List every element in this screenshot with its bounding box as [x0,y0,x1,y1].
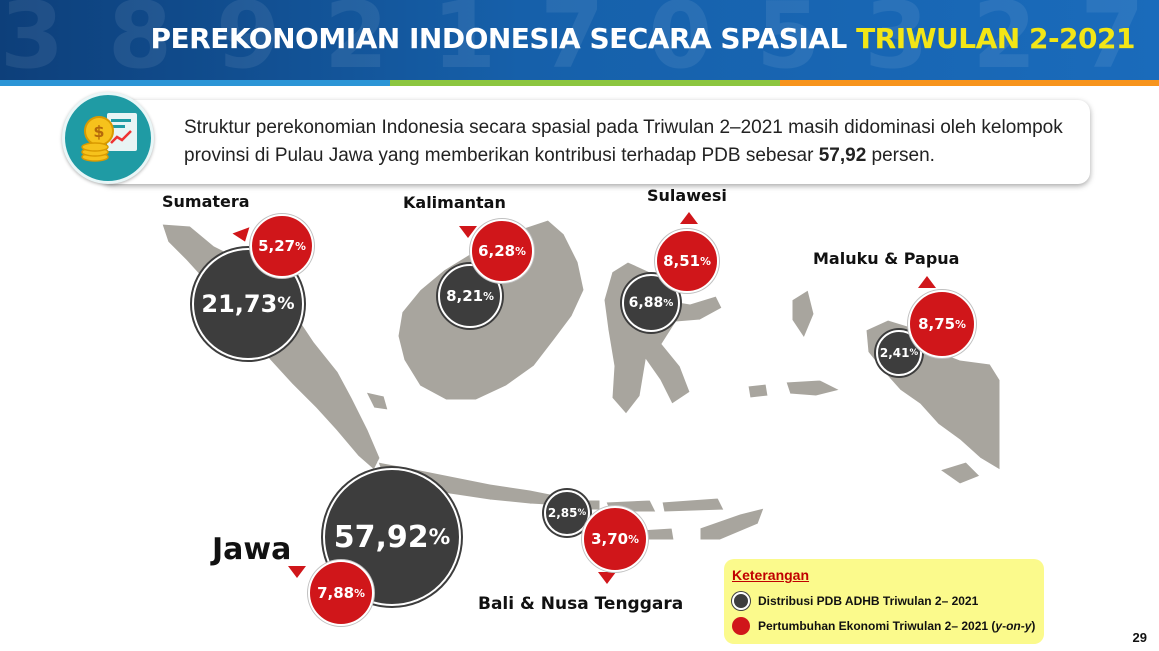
region-label-bali-nusa-tenggara: Bali & Nusa Tenggara [478,594,684,614]
region-label-sulawesi: Sulawesi [647,186,727,205]
region-label-sumatera: Sumatera [162,192,250,211]
page-number: 29 [1132,630,1147,645]
growth-bubble-sulawesi: 8,51% [655,229,719,293]
intro-box: Struktur perekonomian Indonesia secara s… [100,100,1090,184]
map-papua-south [938,461,981,485]
growth-bubble-maluku-papua: 8,75% [908,290,976,358]
header-stripe-green [390,80,780,86]
pointer-jawa [288,566,306,578]
map-buru [747,383,769,399]
legend-item-distribution: Distribusi PDB ADHB Triwulan 2– 2021 [732,592,978,610]
intro-text: Struktur perekonomian Indonesia secara s… [184,117,1063,166]
page-title: PEREKONOMIAN INDONESIA SECARA SPASIAL TR… [150,22,1136,55]
region-label-kalimantan: Kalimantan [403,193,506,212]
dark-dot-icon [732,592,750,610]
pointer-bali-nusa [598,572,616,584]
legend-item-growth: Pertumbuhan Ekonomi Triwulan 2– 2021 (y-… [732,617,1035,635]
decorative-digits: 3 8 9 2 1 7 0 5 3 2 7 6 4 9 1 3 [0,0,1159,80]
region-label-jawa: Jawa [212,532,292,567]
pointer-sulawesi [680,212,698,224]
region-label-maluku-papua: Maluku & Papua [813,249,960,268]
growth-bubble-kalimantan: 6,28% [470,219,534,283]
growth-bubble-bali-nusa: 3,70% [582,506,648,572]
map-seram [785,379,842,397]
svg-text:$: $ [93,122,104,141]
legend-box: Keterangan Distribusi PDB ADHB Triwulan … [724,559,1044,644]
pointer-kalimantan [459,226,477,238]
distribution-bubble-bali-nusa: 2,85% [544,490,590,536]
distribution-bubble-jawa: 57,92% [323,468,461,606]
legend-distribution-label: Distribusi PDB ADHB Triwulan 2– 2021 [758,594,979,608]
header-stripe-orange [780,80,1159,86]
map-flores [661,497,725,513]
map-bangka [365,391,389,411]
red-dot-icon [732,617,750,635]
distribution-bubble-sumatera: 21,73% [192,248,304,360]
legend-title: Keterangan [732,567,810,583]
money-chart-icon: $ [62,92,154,184]
growth-bubble-sumatera: 5,27% [250,214,314,278]
header-banner: 3 8 9 2 1 7 0 5 3 2 7 6 4 9 1 3 PEREKONO… [0,0,1159,80]
header-stripe-blue [0,80,390,86]
growth-bubble-jawa: 7,88% [308,560,374,626]
pointer-maluku [918,276,936,288]
map-halmahera [791,289,815,340]
map-timor [699,507,765,541]
legend-growth-label: Pertumbuhan Ekonomi Triwulan 2– 2021 (y-… [758,619,1036,633]
